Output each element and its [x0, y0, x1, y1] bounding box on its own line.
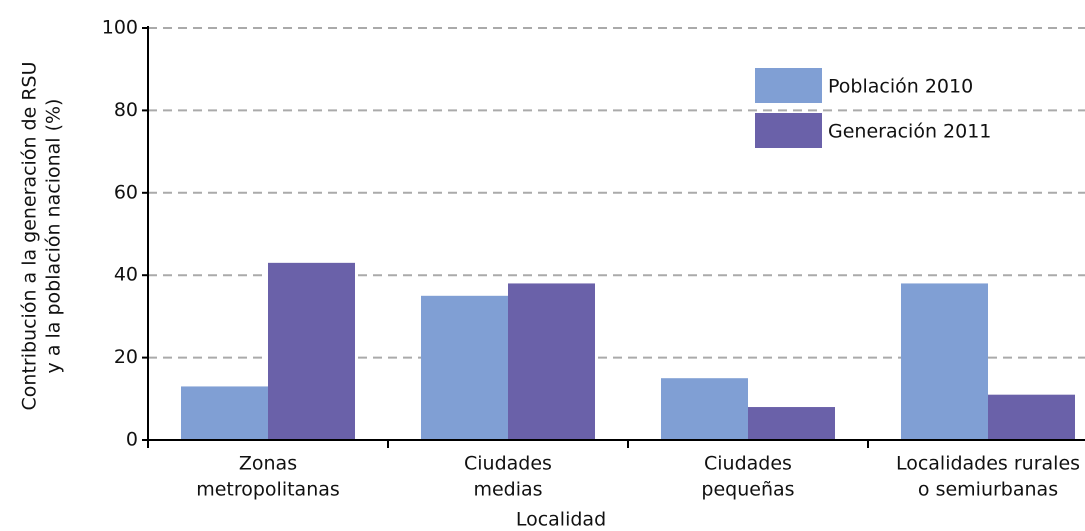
x-tick-label: Ciudades — [704, 453, 792, 475]
bar — [181, 386, 268, 440]
y-tick-label: 100 — [102, 17, 138, 39]
bar — [988, 394, 1075, 440]
x-tick-label: medias — [473, 479, 542, 501]
y-tick-label: 40 — [114, 264, 138, 286]
x-axis-label: Localidad — [516, 509, 606, 531]
bar — [748, 407, 835, 440]
y-axis-label-line: y a la población nacional (%) — [43, 99, 65, 374]
bar — [661, 378, 748, 440]
legend-swatch — [755, 68, 822, 103]
bar — [268, 262, 355, 440]
x-tick-label: metropolitanas — [196, 479, 340, 501]
x-tick-label: o semiurbanas — [918, 479, 1058, 501]
legend-label: Población 2010 — [828, 76, 973, 98]
x-tick-label: pequeñas — [701, 479, 794, 501]
bar — [421, 295, 508, 440]
y-tick-label: 60 — [114, 181, 138, 203]
y-tick-label: 20 — [114, 346, 138, 368]
y-tick-label: 0 — [126, 429, 138, 451]
x-tick-label: Zonas — [239, 453, 297, 475]
legend-swatch — [755, 113, 822, 148]
y-axis-label-line: Contribución a la generación de RSU — [19, 62, 41, 411]
bar — [901, 283, 988, 440]
y-tick-label: 80 — [114, 99, 138, 121]
bar — [508, 283, 595, 440]
legend-label: Generación 2011 — [828, 121, 991, 143]
x-tick-label: Localidades rurales — [896, 453, 1080, 475]
y-axis-label: Contribución a la generación de RSU y a … — [19, 62, 65, 411]
x-tick-label: Ciudades — [464, 453, 552, 475]
